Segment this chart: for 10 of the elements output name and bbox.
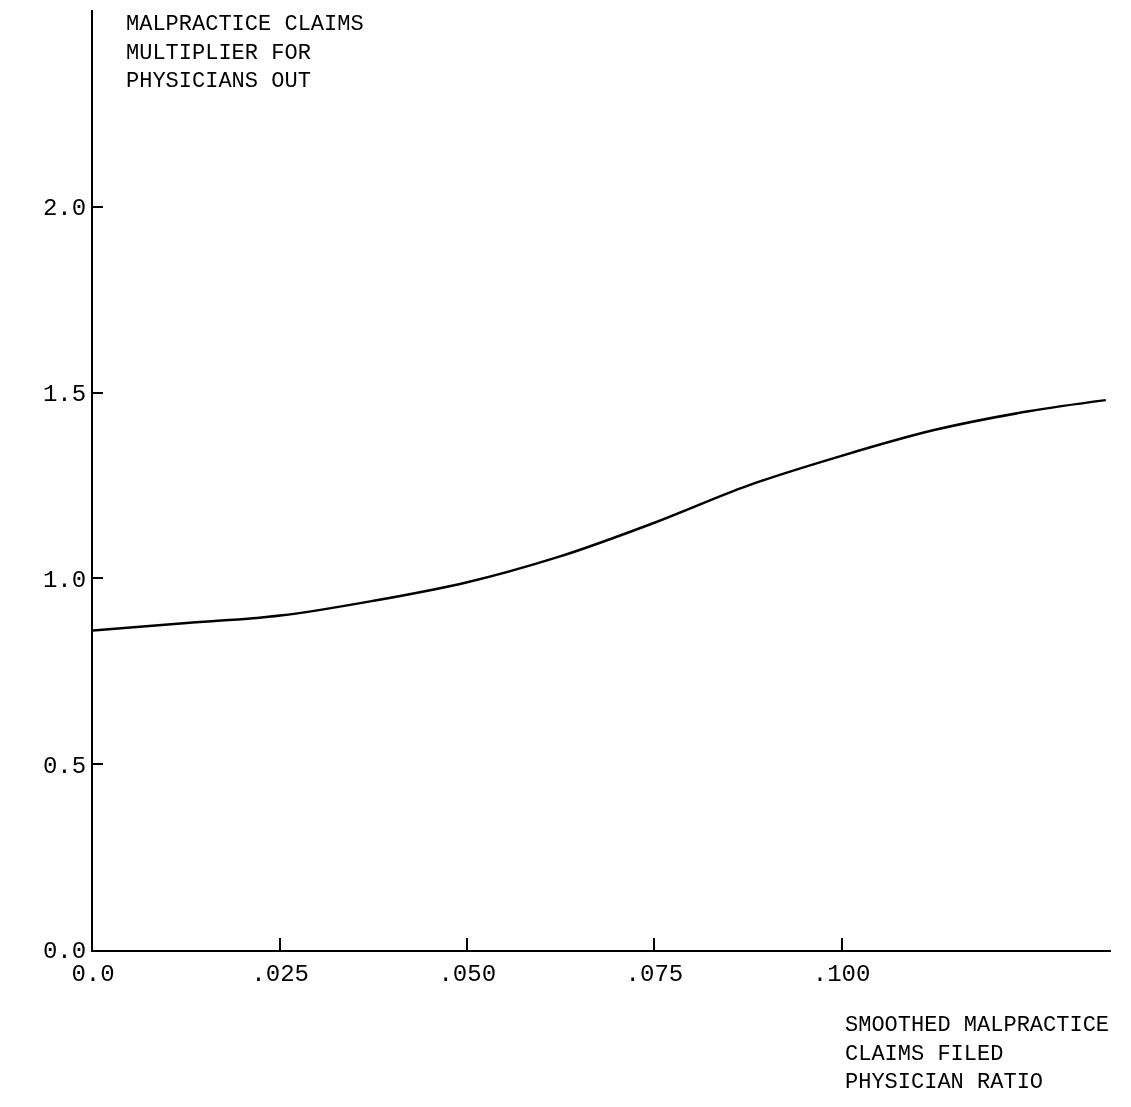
x-tick-label: .100 [812, 960, 871, 988]
y-tick-label: 1.5 [42, 381, 87, 409]
y-axis-title: MALPRACTICE CLAIMS MULTIPLIER FOR PHYSICIANS OUT [126, 12, 364, 95]
y-tick-label: 0.5 [42, 752, 87, 780]
x-tick-label: .050 [438, 960, 497, 988]
y-tick-label: 2.0 [42, 195, 87, 223]
x-tick-label: .025 [251, 960, 309, 988]
x-tick-label: .075 [625, 960, 684, 988]
y-tick-label: 1.0 [42, 566, 87, 594]
x-axis-title: SMOOTHED MALPRACTICE CLAIMS FILED PHYSICIAN RATIO [845, 1013, 1110, 1096]
